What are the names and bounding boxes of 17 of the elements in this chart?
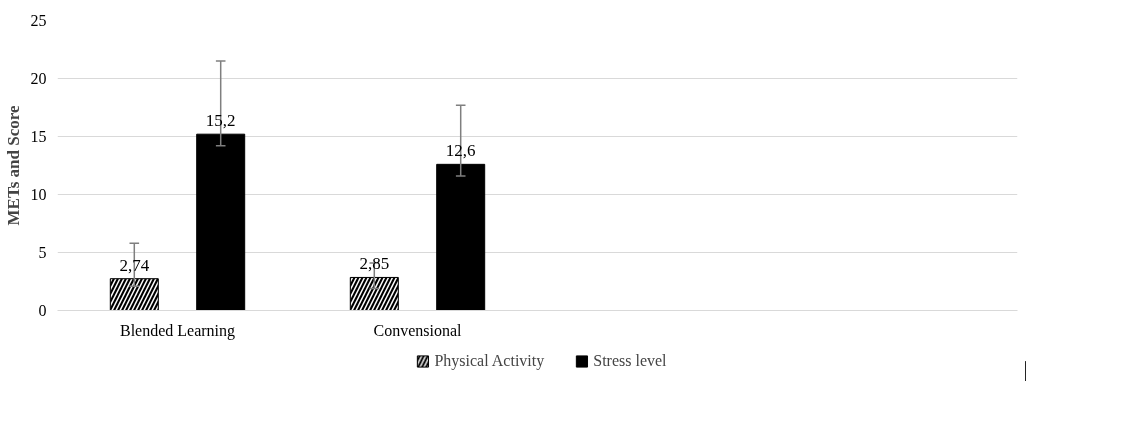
y-tick-label: 5 (38, 244, 47, 261)
y-tick-label: 10 (30, 186, 47, 203)
y-tick-label: 20 (30, 70, 47, 87)
y-tick-label: 25 (30, 12, 47, 29)
bar (436, 163, 486, 311)
bar (196, 133, 246, 311)
data-label: 15,2 (205, 111, 236, 131)
legend-label: Stress level (593, 352, 667, 370)
x-tick-label: Convensional (373, 321, 463, 339)
x-tick-label: Blended Learning (119, 321, 236, 340)
data-label: 2,74 (119, 255, 150, 275)
data-label: 12,6 (445, 141, 476, 161)
data-label: 2,85 (359, 254, 390, 274)
y-axis-title: METs and Score (3, 105, 23, 226)
legend-label: Physical Activity (434, 352, 545, 370)
y-tick-label: 0 (38, 302, 47, 319)
y-tick-label: 15 (30, 128, 47, 145)
